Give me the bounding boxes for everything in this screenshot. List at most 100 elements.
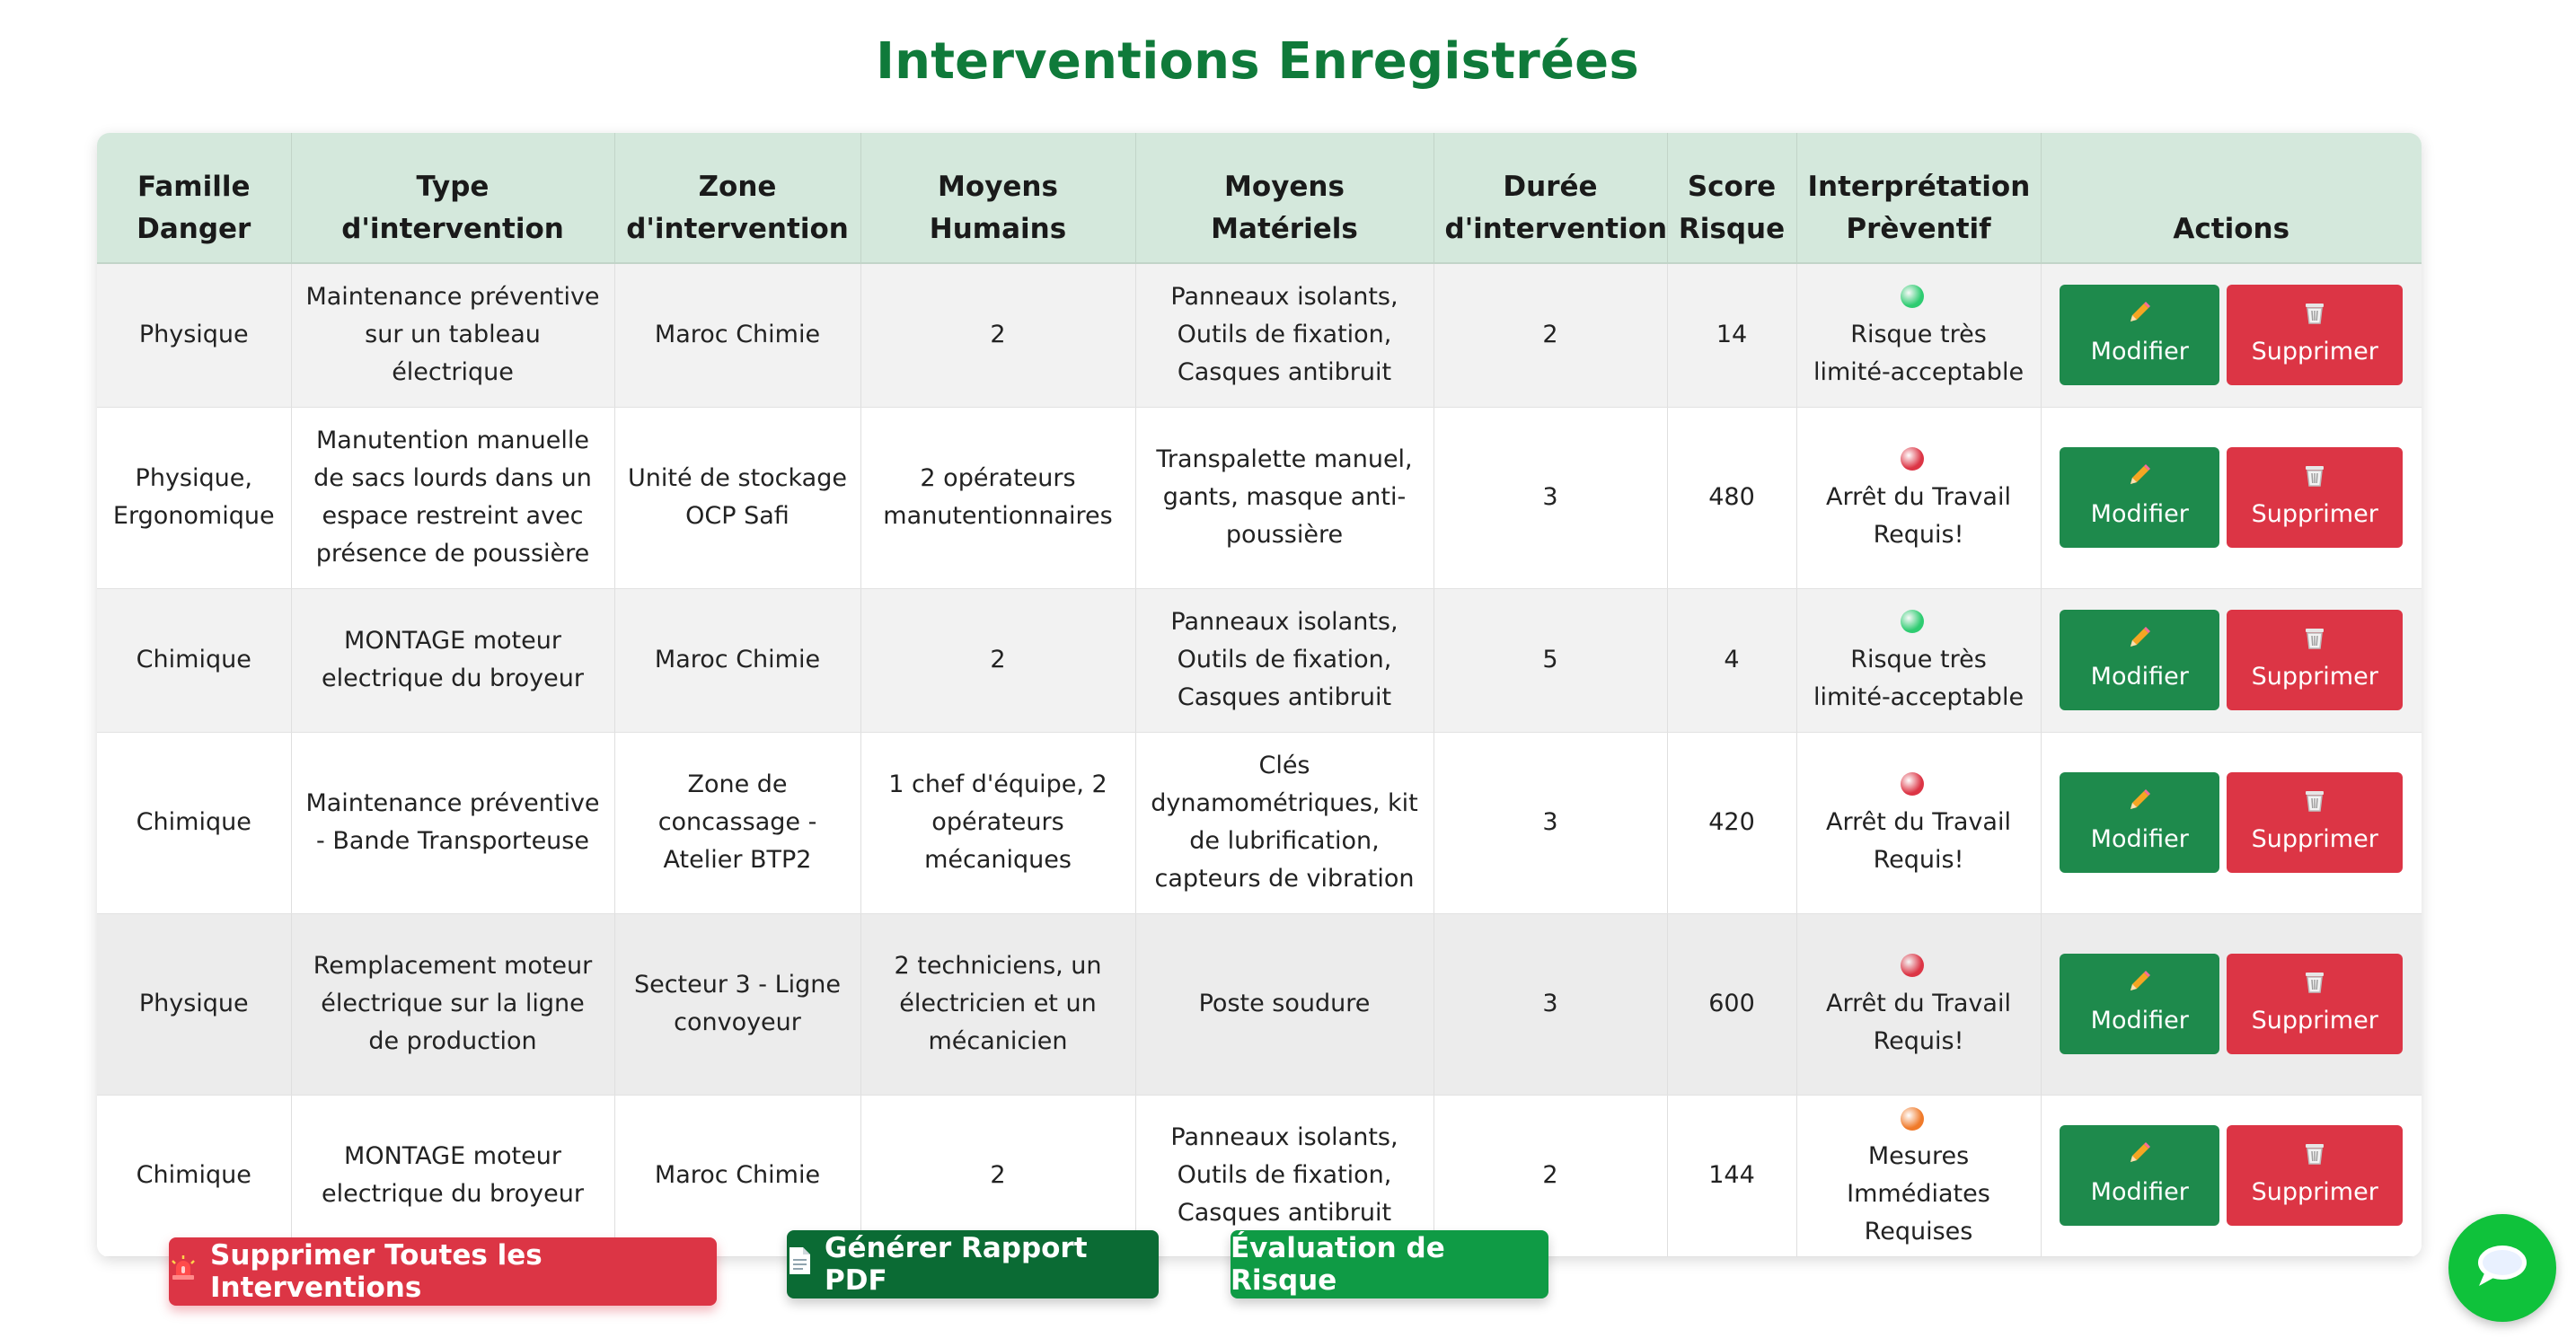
cell-famille: Chimique	[97, 588, 292, 733]
trash-icon	[2303, 300, 2326, 330]
cell-duree: 3	[1434, 913, 1668, 1096]
interpretation-text: Arrêt du Travail Requis!	[1826, 808, 2011, 874]
cell-duree: 5	[1434, 588, 1668, 733]
edit-label: Modifier	[2090, 662, 2189, 691]
cell-famille: Physique	[97, 263, 292, 408]
trash-icon	[2303, 969, 2326, 999]
trash-icon	[2303, 1140, 2326, 1170]
cell-zone: Maroc Chimie	[614, 588, 861, 733]
cell-score: 4	[1667, 588, 1797, 733]
risk-evaluation-button[interactable]: Évaluation de Risque	[1231, 1230, 1548, 1298]
risk-evaluation-label: Évaluation de Risque	[1231, 1232, 1445, 1297]
header-score: Score Risque	[1667, 133, 1797, 264]
cell-humains: 2	[860, 588, 1136, 733]
edit-label: Modifier	[2090, 499, 2189, 528]
interventions-table-container: Famille Danger Type d'intervention Zone …	[97, 133, 2422, 1257]
trash-icon	[2303, 788, 2326, 817]
table-row: Chimique MONTAGE moteur electrique du bro…	[97, 1095, 2422, 1257]
cell-duree: 2	[1434, 1095, 1668, 1257]
cell-interpretation: Mesures Immédiates Requises	[1796, 1095, 2042, 1257]
header-interpretation: Interprétation Prèventif	[1796, 133, 2042, 264]
generate-pdf-button[interactable]: Générer Rapport PDF	[787, 1230, 1159, 1298]
cell-famille: Chimique	[97, 1095, 292, 1257]
table-row: Physique Remplacement moteur électrique s…	[97, 913, 2422, 1096]
edit-label: Modifier	[2090, 337, 2189, 365]
edit-button[interactable]: Modifier	[2060, 954, 2220, 1054]
header-humains: Moyens Humains	[860, 133, 1136, 264]
delete-button[interactable]: Supprimer	[2227, 610, 2404, 710]
cell-score: 600	[1667, 913, 1797, 1096]
cell-materiels: Panneaux isolants, Outils de fixation, C…	[1135, 588, 1434, 733]
edit-button[interactable]: Modifier	[2060, 285, 2220, 386]
risk-level-dot-icon	[1901, 285, 1924, 309]
header-actions: Actions	[2041, 133, 2422, 264]
cell-materiels: Poste soudure	[1135, 913, 1434, 1096]
cell-type: MONTAGE moteur electrique du broyeur	[291, 1095, 615, 1257]
cell-duree: 2	[1434, 263, 1668, 408]
cell-interpretation: Risque très limité-acceptable	[1796, 263, 2042, 408]
header-materiels: Moyens Matériels	[1135, 133, 1434, 264]
cell-famille: Physique	[97, 913, 292, 1096]
delete-label: Supprimer	[2251, 1006, 2378, 1034]
cell-zone: Unité de stockage OCP Safi	[614, 407, 861, 589]
edit-button[interactable]: Modifier	[2060, 1125, 2220, 1227]
delete-all-button[interactable]: Supprimer Toutes les Interventions	[169, 1237, 717, 1306]
cell-type: MONTAGE moteur electrique du broyeur	[291, 588, 615, 733]
page-title: Interventions Enregistrées	[876, 32, 1639, 91]
cell-interpretation: Arrêt du Travail Requis!	[1796, 732, 2042, 914]
delete-button[interactable]: Supprimer	[2227, 285, 2404, 386]
risk-level-dot-icon	[1901, 954, 1924, 978]
cell-famille: Chimique	[97, 732, 292, 914]
edit-button[interactable]: Modifier	[2060, 447, 2220, 548]
cell-materiels: Transpalette manuel, gants, masque anti-…	[1135, 407, 1434, 589]
edit-button[interactable]: Modifier	[2060, 610, 2220, 710]
siren-icon	[169, 1254, 198, 1290]
header-type: Type d'intervention	[291, 133, 615, 264]
header-famille: Famille Danger	[97, 133, 292, 264]
edit-button[interactable]: Modifier	[2060, 772, 2220, 873]
delete-button[interactable]: Supprimer	[2227, 1125, 2404, 1227]
cell-humains: 2	[860, 263, 1136, 408]
pencil-icon	[2127, 969, 2152, 999]
interpretation-text: Mesures Immédiates Requises	[1847, 1142, 1990, 1246]
delete-button[interactable]: Supprimer	[2227, 772, 2404, 873]
pencil-icon	[2127, 1140, 2152, 1170]
delete-button[interactable]: Supprimer	[2227, 954, 2404, 1054]
cell-materiels: Panneaux isolants, Outils de fixation, C…	[1135, 1095, 1434, 1257]
interpretation-text: Arrêt du Travail Requis!	[1826, 990, 2011, 1055]
cell-actions: Modifier Supprimer	[2041, 407, 2422, 589]
risk-level-dot-icon	[1901, 1106, 1924, 1131]
cell-zone: Secteur 3 - Ligne convoyeur	[614, 913, 861, 1096]
cell-zone: Maroc Chimie	[614, 1095, 861, 1257]
generate-pdf-label: Générer Rapport PDF	[825, 1232, 1088, 1297]
document-icon	[787, 1246, 812, 1282]
cell-zone: Zone de concassage - Atelier BTP2	[614, 732, 861, 914]
risk-level-dot-icon	[1901, 772, 1924, 797]
cell-duree: 3	[1434, 407, 1668, 589]
cell-actions: Modifier Supprimer	[2041, 732, 2422, 914]
cell-materiels: Clés dynamométriques, kit de lubrificati…	[1135, 732, 1434, 914]
trash-icon	[2303, 625, 2326, 655]
chat-bubble-icon	[2475, 1243, 2529, 1293]
interpretation-text: Risque très limité-acceptable	[1813, 646, 2025, 711]
pencil-icon	[2127, 300, 2152, 330]
trash-icon	[2303, 462, 2326, 492]
table-row: Chimique Maintenance préventive - Bande T…	[97, 732, 2422, 914]
edit-label: Modifier	[2090, 1177, 2189, 1206]
cell-humains: 2 opérateurs manutentionnaires	[860, 407, 1136, 589]
cell-humains: 2 techniciens, un électricien et un méca…	[860, 913, 1136, 1096]
cell-type: Maintenance préventive - Bande Transport…	[291, 732, 615, 914]
cell-actions: Modifier Supprimer	[2041, 913, 2422, 1096]
delete-label: Supprimer	[2251, 499, 2378, 528]
edit-label: Modifier	[2090, 1006, 2189, 1034]
chat-button[interactable]	[2448, 1214, 2556, 1322]
cell-zone: Maroc Chimie	[614, 263, 861, 408]
delete-button[interactable]: Supprimer	[2227, 447, 2404, 548]
cell-actions: Modifier Supprimer	[2041, 1095, 2422, 1257]
table-row: Chimique MONTAGE moteur electrique du bro…	[97, 588, 2422, 733]
delete-label: Supprimer	[2251, 337, 2378, 365]
cell-duree: 3	[1434, 732, 1668, 914]
risk-level-dot-icon	[1901, 610, 1924, 634]
cell-interpretation: Risque très limité-acceptable	[1796, 588, 2042, 733]
pencil-icon	[2127, 625, 2152, 655]
